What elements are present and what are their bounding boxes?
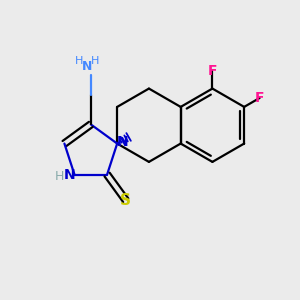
- Text: H: H: [91, 56, 99, 66]
- Text: F: F: [208, 64, 217, 78]
- Text: N: N: [64, 168, 75, 182]
- Text: S: S: [120, 193, 131, 208]
- Text: N: N: [116, 135, 128, 148]
- Text: H: H: [55, 170, 64, 183]
- Text: N: N: [82, 60, 92, 74]
- Text: H: H: [75, 56, 83, 66]
- Text: F: F: [255, 91, 264, 105]
